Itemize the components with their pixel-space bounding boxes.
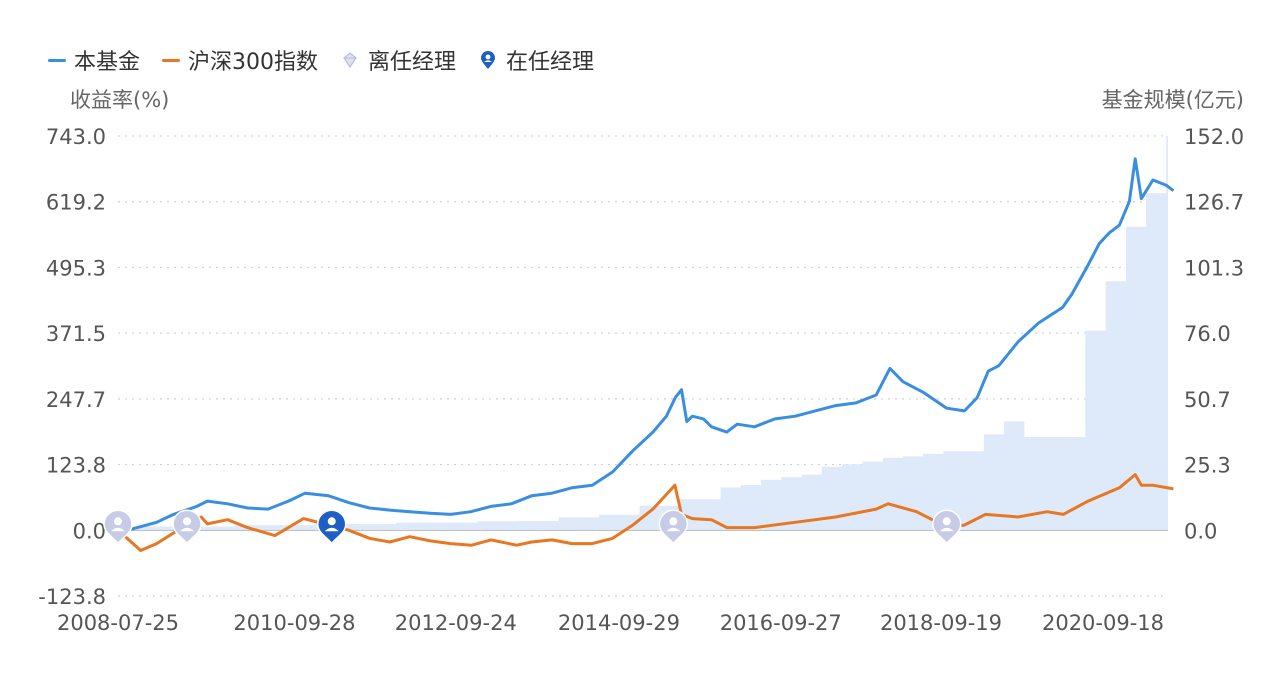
y-left-tick-label: 495.3 (46, 256, 106, 280)
x-tick-label: 2008-07-25 (57, 611, 179, 635)
legend-item-former-manager[interactable]: 离任经理 (340, 44, 456, 76)
x-tick-label: 2012-09-24 (395, 611, 517, 635)
y-axis-left-title: 收益率(%) (70, 88, 170, 112)
current-manager-legend-icon (481, 51, 496, 69)
y-right-tick-label: 126.7 (1184, 191, 1244, 215)
legend-label-current-manager: 在任经理 (506, 50, 595, 75)
y-left-tick-label: 0.0 (73, 519, 106, 543)
y-right-tick-label: 101.3 (1184, 256, 1244, 280)
former-manager-legend-icon (343, 52, 357, 69)
former-manager-pin-icon[interactable] (103, 509, 133, 545)
fund-scale-area (118, 136, 1174, 531)
former-manager-pin-icon[interactable] (658, 509, 689, 545)
legend-label-former-manager: 离任经理 (368, 50, 457, 75)
x-tick-label: 2010-09-28 (233, 611, 355, 635)
y-left-tick-label: -123.8 (38, 585, 106, 609)
y-left-tick-label: 743.0 (46, 125, 106, 149)
y-right-tick-label: 50.7 (1184, 388, 1231, 412)
index-return-line (117, 473, 1174, 552)
y-right-tick-label: 0.0 (1184, 519, 1217, 543)
x-tick-label: 2020-09-18 (1042, 611, 1164, 635)
former-manager-pin-icon[interactable] (931, 509, 962, 545)
legend-label-index: 沪深300指数 (188, 50, 319, 75)
former-manager-pin-icon[interactable] (172, 509, 202, 545)
x-tick-label: 2016-09-27 (720, 611, 842, 635)
fund-line-swatch (48, 58, 66, 62)
legend-item-fund[interactable]: 本基金 (48, 44, 140, 76)
legend-label-fund: 本基金 (74, 50, 141, 75)
y-axis-right-title: 基金规模(亿元) (1101, 88, 1244, 112)
legend-item-current-manager[interactable]: 在任经理 (478, 44, 594, 76)
index-line-swatch (162, 58, 181, 62)
chart-legend: 本基金 沪深300指数 离任经理 在任经理 (48, 44, 594, 76)
y-left-tick-label: 619.2 (46, 191, 106, 215)
y-left-tick-label: 123.8 (46, 454, 106, 478)
y-left-tick-label: 371.5 (46, 322, 106, 346)
legend-item-index[interactable]: 沪深300指数 (162, 44, 318, 76)
x-tick-label: 2018-09-19 (880, 611, 1002, 635)
y-right-tick-label: 76.0 (1184, 322, 1231, 346)
y-left-tick-label: 247.7 (46, 388, 106, 412)
y-right-tick-label: 152.0 (1184, 125, 1244, 149)
y-right-tick-label: 25.3 (1184, 454, 1231, 478)
fund-return-line (117, 157, 1175, 532)
x-tick-label: 2014-09-29 (558, 611, 680, 635)
current-manager-pin-icon[interactable] (316, 509, 347, 545)
